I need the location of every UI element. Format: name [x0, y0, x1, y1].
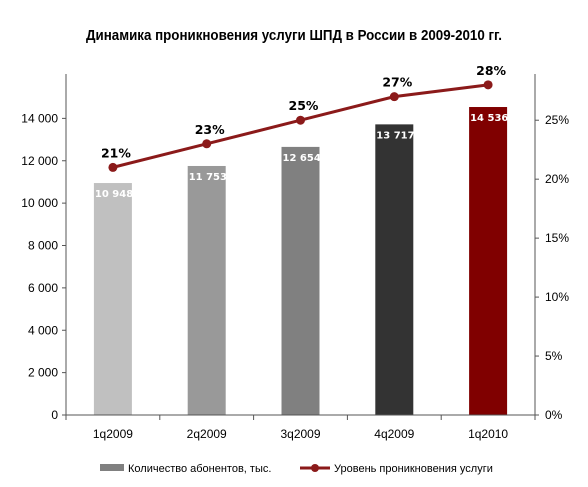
legend: Количество абонентов, тыс. Уровень проник…	[100, 463, 493, 475]
line-point-label: 27%	[382, 75, 412, 90]
line-point-label: 23%	[195, 122, 225, 137]
left-axis-tick-label: 6 000	[28, 281, 58, 295]
bar-value-label: 14 536	[470, 113, 508, 124]
line-point	[296, 115, 305, 125]
left-axis-tick-label: 10 000	[21, 196, 58, 210]
legend-bar-label: Количество абонентов, тыс.	[128, 463, 271, 475]
line-point	[202, 139, 212, 149]
right-axis-tick-label: 0%	[545, 408, 563, 422]
line-point	[389, 92, 399, 102]
x-axis-category-label: 1q2010	[468, 427, 508, 441]
bar-value-label: 11 753	[189, 172, 227, 183]
right-axis-tick-label: 5%	[545, 349, 563, 363]
bar	[469, 107, 508, 416]
line-point-label: 25%	[289, 98, 319, 113]
bar-value-label: 13 717	[376, 130, 414, 141]
left-axis-tick-label: 4 000	[28, 323, 58, 337]
x-axis-categories: 1q2009 2q2009 3q2009 4q2009 1q2010	[65, 414, 536, 441]
bar	[281, 146, 320, 415]
chart-title: Динамика проникновения услуги ШПД в Росс…	[86, 28, 502, 44]
bar-value-label: 10 948	[95, 189, 133, 200]
left-y-axis: 0 2 000 4 000 6 000 8 000 10 000 12 000 14 000	[21, 74, 67, 422]
bar	[375, 124, 414, 415]
right-axis-tick-label: 20%	[545, 172, 569, 186]
x-axis-category-label: 3q2009	[280, 427, 320, 441]
line-point	[483, 80, 493, 90]
bar	[187, 165, 226, 415]
left-axis-tick-label: 12 000	[21, 154, 58, 168]
legend-bar-swatch	[100, 464, 124, 471]
line-point-label: 28%	[476, 63, 506, 78]
x-axis-category-label: 1q2009	[93, 427, 133, 441]
line-point-label: 21%	[101, 145, 131, 160]
right-axis-tick-label: 15%	[545, 231, 569, 245]
bar	[93, 183, 132, 415]
right-axis-tick-label: 10%	[545, 290, 569, 304]
line-point	[108, 162, 118, 172]
bar-series: 10 948 11 753 12 654 13 717 14 536	[93, 107, 508, 416]
line-series: 21% 23% 25% 27% 28%	[101, 63, 507, 172]
left-axis-tick-label: 0	[51, 408, 58, 422]
right-y-axis: 0% 5% 10% 15% 20% 25%	[534, 74, 569, 422]
left-axis-tick-label: 14 000	[21, 111, 58, 125]
legend-line-label: Уровень проникновения услуги	[334, 463, 493, 475]
x-axis-category-label: 2q2009	[187, 427, 227, 441]
bar-value-label: 12 654	[283, 153, 321, 164]
left-axis-tick-label: 8 000	[28, 239, 58, 253]
left-axis-tick-label: 2 000	[28, 366, 58, 380]
legend-line-marker	[311, 464, 319, 472]
right-axis-tick-label: 25%	[545, 113, 569, 127]
x-axis-category-label: 4q2009	[374, 427, 414, 441]
